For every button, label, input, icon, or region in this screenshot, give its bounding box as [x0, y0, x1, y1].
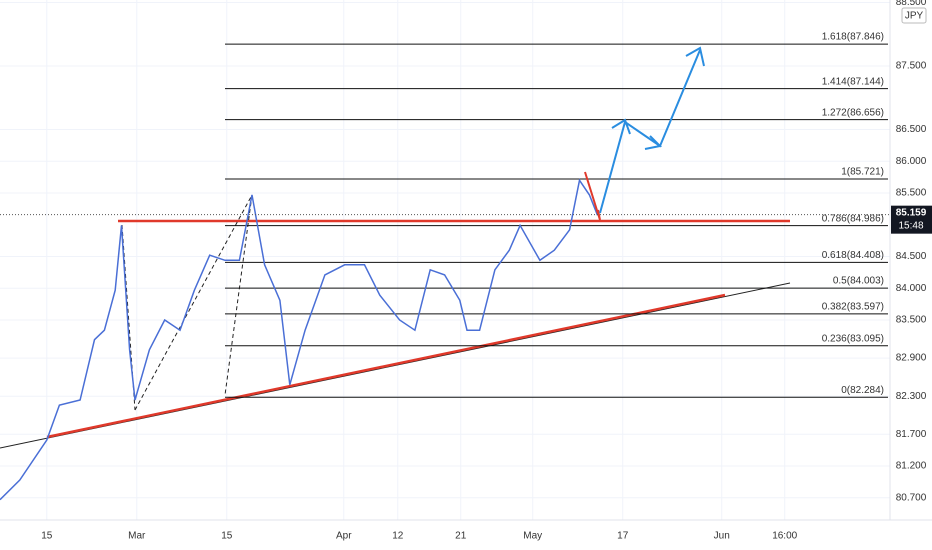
currency-box: [901, 7, 927, 24]
currency: JPY: [905, 11, 924, 22]
fib-label: 1.618(87.846): [822, 32, 884, 43]
plot: 1.618(87.846) 1.414(87.144) 1.272(86.656) 1…: [0, 32, 888, 501]
wedge-line: [584, 171, 601, 221]
fib-label: 0.236(83.095): [822, 333, 884, 344]
fib-label: 0.618(84.408): [822, 250, 884, 261]
x-tick-label: 15: [221, 531, 233, 542]
fib-label: 1.414(87.144): [822, 76, 884, 87]
price-tag: [891, 205, 932, 234]
x-tick-label: 12: [392, 531, 404, 542]
y-tick-label: 86.000: [896, 156, 927, 167]
y-tick-label: 87.500: [896, 61, 927, 72]
fib-label: 0.5(84.003): [833, 276, 884, 287]
projection-path: [599, 49, 701, 214]
x-tick-label: 17: [617, 531, 629, 542]
x-tick-label: Apr: [336, 531, 352, 542]
y-tick-label: 82.300: [896, 391, 927, 402]
current-time: 15:48: [898, 220, 923, 231]
x-tick-label: Jun: [714, 531, 730, 542]
y-tick-label: 85.500: [896, 188, 927, 199]
grid: [0, 0, 890, 520]
fib-label: 1.272(86.656): [822, 107, 884, 118]
support-trendline: [46, 293, 726, 439]
arrow-head: [644, 135, 663, 150]
arrow-head: [685, 46, 705, 67]
y-tick-label: 83.500: [896, 315, 927, 326]
y-tick-label: 81.200: [896, 461, 927, 472]
dashed-leg: [134, 194, 253, 411]
y-tick-label: 81.700: [896, 429, 927, 440]
fib-label: 0(82.284): [841, 385, 884, 396]
current-price: 85.159: [896, 207, 927, 218]
x-tick-label: 21: [455, 531, 467, 542]
y-tick-label: 82.900: [896, 353, 927, 364]
fib-label: 1(85.721): [841, 167, 884, 178]
x-tick-label: May: [523, 531, 542, 542]
x-tick-label: 16:00: [772, 531, 797, 542]
price-line: [0, 178, 599, 501]
arrow-head: [611, 118, 631, 135]
y-tick-label: 80.700: [896, 492, 927, 503]
x-tick-label: Mar: [128, 531, 146, 542]
fib-label: 0.786(84.986): [822, 213, 884, 224]
y-tick-label: 88.500: [896, 0, 927, 8]
y-tick-label: 86.500: [896, 124, 927, 135]
x-tick-label: 15: [41, 531, 53, 542]
y-tick-label: 84.000: [896, 283, 927, 294]
fib-label: 0.382(83.597): [822, 301, 884, 312]
y-tick-label: 84.500: [896, 251, 927, 262]
